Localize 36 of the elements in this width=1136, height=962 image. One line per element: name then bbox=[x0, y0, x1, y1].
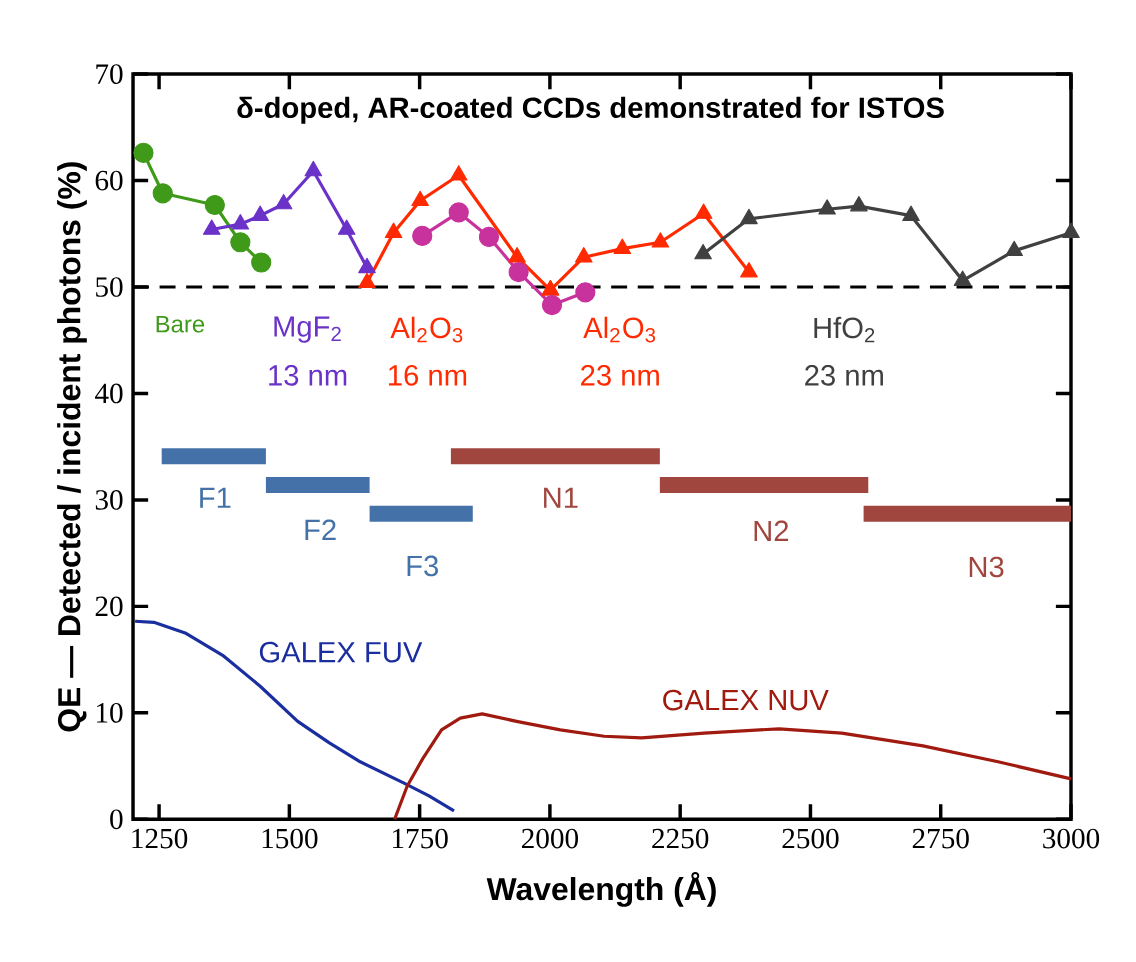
y-tick-label: 50 bbox=[96, 277, 123, 297]
series-label: F2 bbox=[305, 519, 336, 540]
series-label: MgF$_{2}$ bbox=[274, 316, 341, 343]
series-label: N1 bbox=[544, 487, 578, 508]
x-tick-label: 2250 bbox=[652, 828, 709, 849]
y-tick-label: 0 bbox=[110, 809, 123, 830]
x-tick-label: 1500 bbox=[262, 828, 318, 849]
y-tick-label: 70 bbox=[96, 64, 123, 84]
series-label: GALEX NUV bbox=[663, 689, 829, 711]
x-tick-label: 3000 bbox=[1043, 828, 1100, 849]
series-label: GALEX FUV bbox=[259, 641, 423, 663]
series-label: F3 bbox=[407, 555, 438, 577]
x-tick-label: 2750 bbox=[912, 828, 969, 849]
series-label: Al$_{2}$O$_{3}$ bbox=[583, 316, 656, 343]
x-tick-label: 1750 bbox=[392, 828, 448, 849]
y-tick-label: 30 bbox=[95, 490, 123, 510]
text: Bare bbox=[156, 315, 205, 333]
x-tick-label: 2500 bbox=[782, 828, 839, 849]
annotation: 23 nm bbox=[581, 364, 659, 386]
annotation: 16 nm bbox=[389, 364, 467, 386]
x-axis-title: Wavelength (Å) bbox=[486, 871, 716, 907]
y-tick-label: 60 bbox=[95, 170, 123, 191]
x-tick-label: 1250 bbox=[132, 828, 188, 849]
annotation: 13 nm bbox=[269, 364, 347, 386]
y-tick-label: 40 bbox=[95, 383, 123, 404]
text: δ-doped, AR-coated CCDs demonstrated for ISTOS bbox=[237, 96, 944, 124]
annotation: 23 nm bbox=[805, 364, 883, 386]
y-tick-label: 10 bbox=[97, 702, 123, 723]
series-label: Al$_{2}$O$_{3}$ bbox=[390, 316, 463, 343]
x-tick-label: 2000 bbox=[521, 828, 579, 849]
y-axis-title: QE — Detected / incident photons (%) bbox=[57, 162, 87, 732]
series-label: N3 bbox=[969, 556, 1004, 578]
series-label: N2 bbox=[754, 520, 789, 541]
y-tick-label: 20 bbox=[95, 596, 123, 617]
text: HfO$_{2}$ bbox=[814, 316, 875, 343]
series-label: F1 bbox=[200, 487, 231, 508]
